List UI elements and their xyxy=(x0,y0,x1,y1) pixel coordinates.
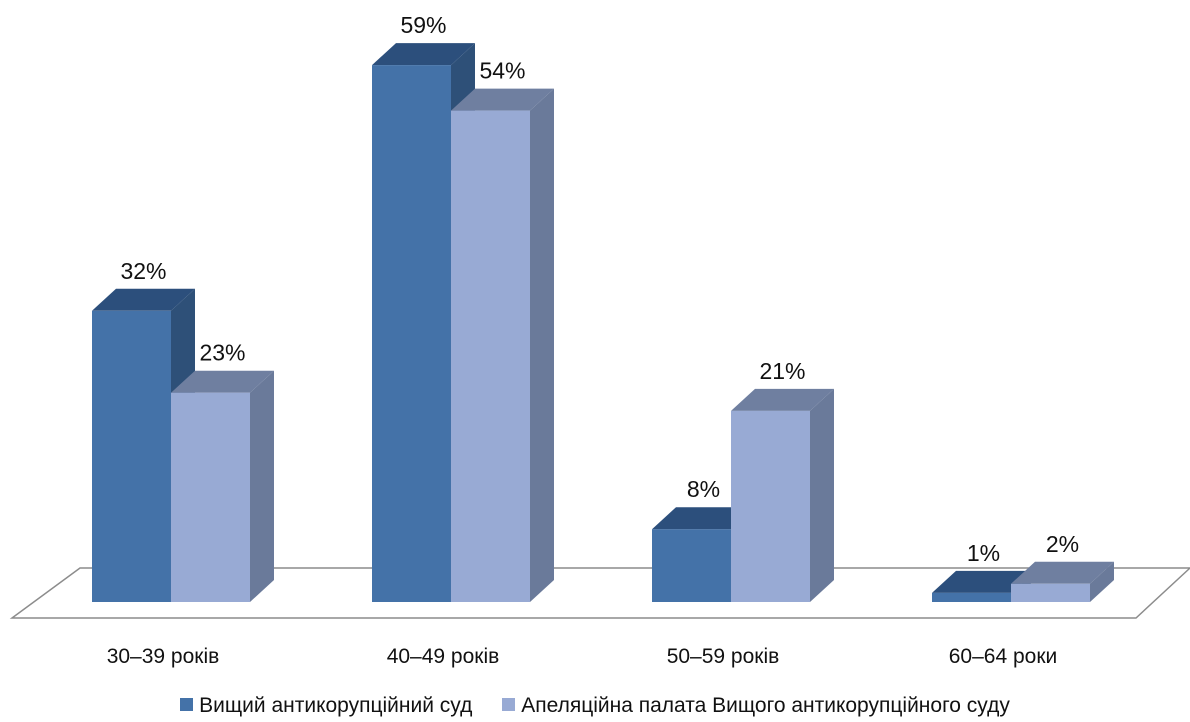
bar-2-4 xyxy=(1011,561,1114,602)
bar-front xyxy=(731,410,810,602)
data-label-2-3: 21% xyxy=(759,358,805,384)
x-tick-label-4: 60–64 роки xyxy=(949,645,1058,668)
legend: Вищий антикорупційний суд Апеляційна пал… xyxy=(0,694,1190,718)
bar-top xyxy=(92,288,195,311)
x-tick-label-1: 30–39 років xyxy=(107,645,220,668)
bar-top xyxy=(171,370,274,393)
bar-top xyxy=(451,88,554,111)
bars-layer xyxy=(92,43,1114,603)
legend-item-series-2: Апеляційна палата Вищого антикорупційног… xyxy=(502,694,1010,718)
x-tick-labels-layer: 30–39 років 40–49 років 50–59 років 60–64 р… xyxy=(107,645,1058,668)
bar-2-1 xyxy=(171,370,274,602)
data-label-1-2: 59% xyxy=(400,12,446,38)
bar-side xyxy=(1090,561,1114,602)
legend-label-series-2: Апеляційна палата Вищого антикорупційног… xyxy=(521,694,1010,717)
bar-front xyxy=(652,529,731,602)
bar-2-3 xyxy=(731,388,834,602)
data-labels-layer: 32% 23% 59% 54% 8% 21% 1% 2% xyxy=(120,12,1079,566)
legend-item-series-1: Вищий антикорупційний суд xyxy=(180,694,472,718)
chart-plot: 32% 23% 59% 54% 8% 21% 1% 2% 30–39 років 40–49 р… xyxy=(9,12,1190,668)
bar-top xyxy=(652,507,755,530)
data-label-1-3: 8% xyxy=(687,476,720,502)
legend-swatch-series-1 xyxy=(180,698,194,711)
bar-2-2 xyxy=(451,88,554,603)
x-tick-label-3: 50–59 років xyxy=(667,645,780,668)
data-label-1-1: 32% xyxy=(120,258,166,284)
bar-front xyxy=(171,392,250,602)
bar-top xyxy=(932,570,1035,593)
chart-floor xyxy=(9,567,1190,619)
bar-top xyxy=(731,388,834,411)
bar-side xyxy=(810,388,834,602)
legend-label-series-1: Вищий антикорупційний суд xyxy=(199,694,473,717)
bar-front xyxy=(372,65,451,603)
data-label-1-4: 1% xyxy=(967,540,1000,566)
bar-front xyxy=(92,310,171,602)
legend-swatch-series-2 xyxy=(502,698,516,711)
x-tick-label-2: 40–49 років xyxy=(387,645,500,668)
data-label-2-4: 2% xyxy=(1046,531,1079,557)
data-label-2-2: 54% xyxy=(479,58,525,84)
bar-1-3 xyxy=(652,507,755,602)
bar-front xyxy=(932,592,1011,602)
bar-top xyxy=(372,43,475,66)
bar-front xyxy=(451,110,530,602)
bar-side xyxy=(530,88,554,603)
bar-front xyxy=(1011,583,1090,602)
bar-top xyxy=(1011,561,1114,584)
data-label-2-1: 23% xyxy=(199,340,245,366)
bar-side xyxy=(250,370,274,602)
